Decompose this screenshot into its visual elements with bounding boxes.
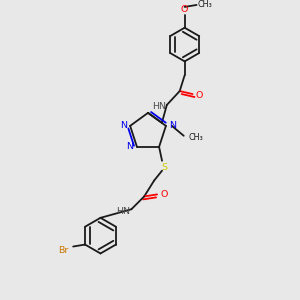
Text: N: N [120, 122, 127, 130]
Text: HN: HN [152, 102, 166, 111]
Text: S: S [161, 163, 167, 172]
Text: O: O [181, 5, 188, 14]
Text: Br: Br [58, 246, 68, 255]
Text: N: N [127, 142, 134, 152]
Text: O: O [160, 190, 168, 199]
Text: CH₃: CH₃ [197, 0, 212, 9]
Text: O: O [196, 91, 203, 100]
Text: HN: HN [116, 207, 130, 216]
Text: CH₃: CH₃ [188, 133, 203, 142]
Text: N: N [169, 122, 176, 130]
